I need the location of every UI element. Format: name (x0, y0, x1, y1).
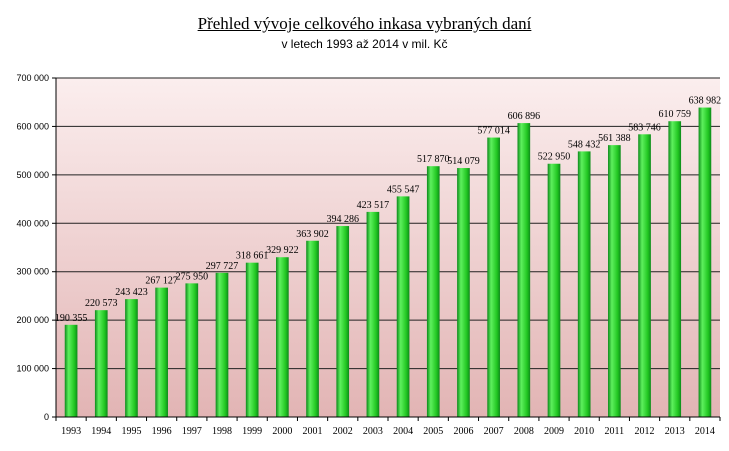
bar (215, 272, 229, 417)
data-label: 548 432 (568, 139, 601, 150)
data-label: 190 355 (55, 313, 88, 324)
bar (517, 123, 531, 418)
data-label: 606 896 (508, 111, 541, 122)
data-label: 275 950 (176, 271, 209, 282)
data-label: 517 870 (417, 154, 450, 165)
x-tick-label: 2000 (272, 426, 292, 437)
x-tick-label: 1998 (212, 426, 232, 437)
bar (457, 168, 470, 417)
x-tick-label: 2007 (484, 426, 504, 437)
data-label: 243 423 (115, 287, 148, 298)
x-tick-label: 2010 (574, 426, 594, 437)
bar (426, 166, 440, 417)
data-label: 638 982 (689, 96, 722, 107)
bar (125, 299, 138, 417)
data-label: 522 950 (538, 152, 571, 163)
y-tick-label: 600 000 (16, 121, 49, 131)
x-tick-label: 1996 (152, 426, 172, 437)
y-tick-label: 200 000 (16, 315, 49, 325)
data-label: 583 746 (628, 122, 661, 133)
data-label: 363 902 (296, 229, 329, 240)
bar (64, 324, 78, 417)
data-label: 329 922 (266, 245, 299, 256)
data-label: 318 661 (236, 251, 269, 262)
bar (245, 262, 259, 417)
bar (94, 310, 108, 417)
y-tick-label: 400 000 (16, 218, 49, 228)
x-tick-label: 1993 (61, 426, 81, 437)
bar (577, 151, 591, 417)
bar (547, 163, 561, 417)
chart-title: Přehled vývoje celkového inkasa vybranýc… (197, 14, 532, 33)
data-label: 220 573 (85, 298, 118, 309)
bar (608, 145, 621, 417)
x-tick-label: 1999 (242, 426, 262, 437)
bar (306, 240, 319, 417)
x-tick-label: 2009 (544, 426, 564, 437)
data-label: 514 079 (447, 156, 480, 167)
data-label: 423 517 (357, 200, 390, 211)
data-label: 267 127 (145, 276, 178, 287)
x-tick-label: 1995 (121, 426, 141, 437)
y-tick-label: 500 000 (16, 170, 49, 180)
x-tick-label: 1997 (182, 426, 202, 437)
data-label: 455 547 (387, 184, 420, 195)
bar (396, 196, 410, 417)
bar (487, 137, 500, 417)
x-tick-label: 2013 (665, 426, 685, 437)
x-tick-label: 1994 (91, 426, 111, 437)
y-tick-label: 300 000 (16, 267, 49, 277)
bar (155, 287, 168, 417)
x-tick-label: 2002 (333, 426, 353, 437)
bar (185, 283, 199, 417)
data-label: 577 014 (477, 126, 510, 137)
data-label: 561 388 (598, 133, 631, 144)
data-label: 610 759 (658, 109, 691, 120)
data-label: 297 727 (206, 261, 239, 272)
bar (668, 121, 682, 417)
data-label: 394 286 (326, 214, 359, 225)
bar (366, 211, 380, 417)
x-tick-label: 2011 (605, 426, 625, 437)
chart-subtitle: v letech 1993 až 2014 v mil. Kč (281, 37, 448, 51)
bar (336, 226, 350, 417)
bar (698, 107, 712, 418)
x-tick-label: 2014 (695, 426, 715, 437)
x-tick-label: 2006 (453, 426, 473, 437)
bar (276, 257, 289, 417)
bar (638, 134, 651, 417)
x-tick-label: 2001 (303, 426, 323, 437)
y-tick-label: 700 000 (16, 73, 49, 83)
y-tick-label: 0 (44, 412, 49, 422)
y-tick-label: 100 000 (16, 364, 49, 374)
x-tick-label: 2008 (514, 426, 534, 437)
x-tick-label: 2003 (363, 426, 383, 437)
x-tick-label: 2012 (635, 426, 655, 437)
x-tick-label: 2005 (423, 426, 443, 437)
x-tick-label: 2004 (393, 426, 413, 437)
